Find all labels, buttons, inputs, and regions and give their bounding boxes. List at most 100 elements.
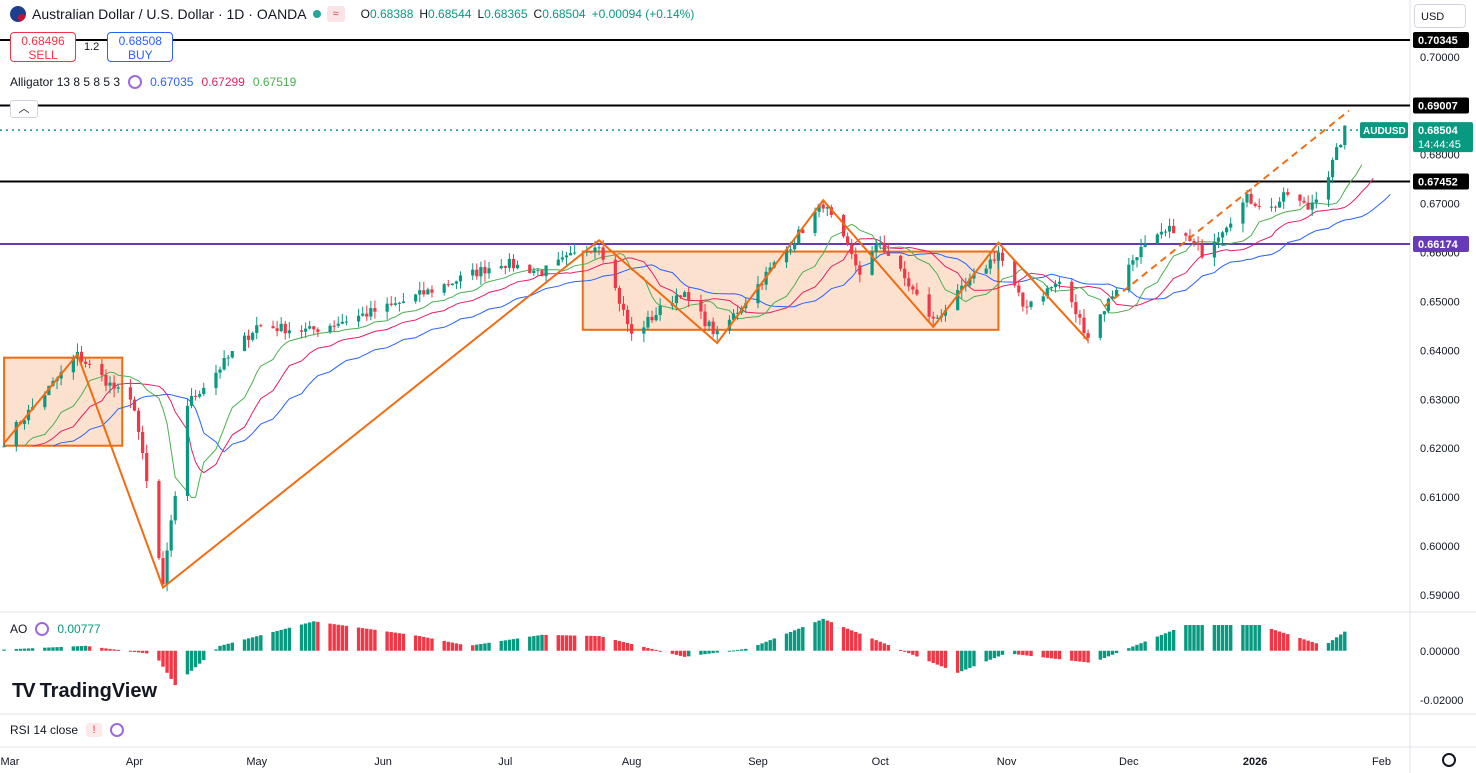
candle-body <box>650 316 654 321</box>
candle-body <box>145 453 149 482</box>
ao-bar <box>915 650 919 657</box>
candle-body <box>1269 206 1274 208</box>
x-tick-label: Oct <box>872 756 889 768</box>
candle-body <box>846 236 850 245</box>
candle-body <box>332 325 336 327</box>
candle-body <box>1200 244 1204 258</box>
cycle-icon[interactable] <box>110 723 125 737</box>
candle-body <box>165 550 169 585</box>
ao-bar <box>1082 650 1086 663</box>
ao-bar <box>845 628 850 651</box>
ao-bar <box>299 624 304 651</box>
ao-bar <box>104 648 108 651</box>
candle-body <box>597 247 601 249</box>
consolidation-boxes[interactable] <box>3 250 1000 447</box>
candle-body <box>540 270 544 276</box>
ao-bar <box>1257 625 1261 651</box>
sell-button[interactable]: 0.68496 SELL <box>10 32 76 62</box>
candle-body <box>1298 194 1302 201</box>
ao-bar <box>275 630 279 651</box>
ao-bar <box>397 633 402 651</box>
ao-bar <box>271 632 275 651</box>
candle-body <box>1282 192 1286 202</box>
candle-body <box>1086 333 1090 338</box>
currency-select[interactable]: USD <box>1414 4 1466 28</box>
candle-body <box>996 252 1001 261</box>
level-label: 0.66174 <box>1418 239 1459 251</box>
alligator-legend[interactable]: Alligator 13 8 5 8 5 3 0.67035 0.67299 0… <box>10 75 296 89</box>
settings-gear-icon[interactable] <box>1442 753 1456 767</box>
ao-bar <box>1192 625 1196 651</box>
ao-bar <box>22 648 27 651</box>
candle-body <box>654 315 658 321</box>
ao-bar <box>797 628 801 651</box>
candle-body <box>1143 243 1147 247</box>
axes: 0.700000.690000.680000.670000.660000.650… <box>1 52 1464 768</box>
ao-bar <box>544 634 548 651</box>
ao-bar <box>1314 643 1318 651</box>
trend-line[interactable] <box>1103 109 1350 308</box>
candle-body <box>1114 290 1119 297</box>
candle-body <box>503 266 507 268</box>
candle-body <box>507 258 511 268</box>
candle-body <box>108 382 112 386</box>
candle-body <box>642 327 646 334</box>
level-label-box <box>1413 32 1469 49</box>
symbol-tag: AUDUSD <box>1363 126 1406 137</box>
horizontal-levels[interactable] <box>0 39 1410 246</box>
candle-body <box>564 255 569 258</box>
ao-bar <box>1216 625 1221 651</box>
candle-body <box>365 313 369 317</box>
ao-bar <box>1224 625 1229 651</box>
ao-bar <box>1171 629 1176 651</box>
symbol-title[interactable]: Australian Dollar / U.S. Dollar · 1D · O… <box>32 6 307 22</box>
buy-button[interactable]: 0.68508 BUY <box>107 32 174 62</box>
ao-bar <box>1070 650 1074 661</box>
ao-bar <box>882 643 887 651</box>
ao-bar <box>964 650 968 670</box>
y-tick-label: 0.63000 <box>1420 394 1460 406</box>
ao-bar <box>173 650 177 686</box>
cycle-icon[interactable] <box>35 622 50 636</box>
candle-body <box>132 399 137 411</box>
ao-bar <box>1253 625 1257 651</box>
candle-body <box>882 243 886 252</box>
data-badge-icon[interactable]: ≈ <box>326 6 345 22</box>
candle-body <box>316 329 320 332</box>
candle-body <box>572 252 577 254</box>
ao-bar <box>556 635 560 651</box>
candle-body <box>536 270 540 272</box>
rsi-legend[interactable]: RSI 14 close ! <box>10 723 125 737</box>
ao-bar <box>1021 650 1025 656</box>
collapse-legend-button[interactable]: ︿ <box>10 100 38 118</box>
ao-bar <box>507 639 512 651</box>
tradingview-logo: TV TradingView <box>12 680 157 703</box>
ao-bar <box>1273 630 1278 651</box>
cycle-icon[interactable] <box>128 75 143 89</box>
ao-bar <box>446 641 450 651</box>
candle-body <box>821 204 825 209</box>
ao-bar <box>75 646 80 651</box>
ao-bar <box>230 642 234 651</box>
ao-bar <box>727 650 732 652</box>
candle-body <box>870 252 874 275</box>
ao-bar <box>1212 625 1217 651</box>
candle-body <box>674 295 679 304</box>
ao-legend[interactable]: AO 0.00777 <box>10 622 101 636</box>
ao-bar <box>79 646 84 651</box>
candle-body <box>369 308 373 317</box>
candle-body <box>593 247 597 253</box>
ao-bar <box>670 650 675 654</box>
pattern-zigzag[interactable] <box>3 198 1089 590</box>
candle-body <box>246 335 251 340</box>
warning-icon[interactable]: ! <box>86 723 103 737</box>
candle-body <box>1314 199 1318 203</box>
candle-body <box>683 292 687 298</box>
ao-bar <box>593 635 597 651</box>
ao-bar <box>515 638 520 651</box>
ao-bar <box>1106 650 1111 657</box>
candle-body <box>784 249 789 263</box>
candle-body <box>361 313 365 316</box>
ao-bar <box>1302 639 1306 651</box>
